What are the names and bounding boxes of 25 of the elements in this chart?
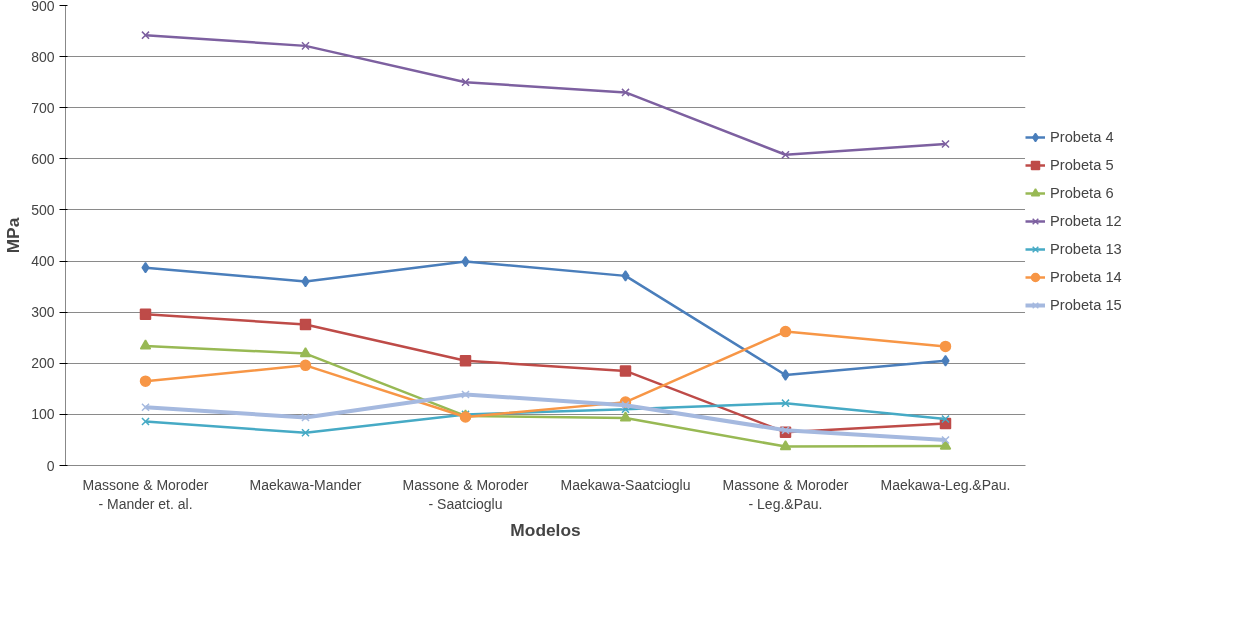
x-tick-label: Massone & Moroder - Leg.&Pau. <box>722 476 849 512</box>
legend-label: Probeta 12 <box>1050 213 1122 229</box>
x-tick-label: Massone & Moroder - Mander et. al. <box>82 476 209 512</box>
y-tick-label: 500 <box>31 201 55 218</box>
legend-label: Probeta 13 <box>1050 241 1122 257</box>
x-axis-title: Modelos <box>510 519 581 540</box>
y-tick-label: 300 <box>31 304 55 321</box>
y-tick-label: 900 <box>31 0 55 14</box>
y-tick-label: 600 <box>31 150 55 167</box>
y-tick-label: 400 <box>31 253 55 270</box>
legend-label: Probeta 6 <box>1050 185 1114 201</box>
legend-label: Probeta 4 <box>1050 129 1114 145</box>
legend-label: Probeta 14 <box>1050 269 1122 285</box>
y-tick-label: 100 <box>31 406 55 423</box>
y-tick-label: 700 <box>31 99 55 116</box>
y-tick-label: 0 <box>46 457 55 474</box>
y-tick-label: 800 <box>31 48 55 65</box>
x-tick-label: Maekawa-Saatcioglu <box>560 476 691 493</box>
y-axis-title: MPa <box>3 217 24 254</box>
legend-label: Probeta 15 <box>1050 297 1122 313</box>
x-tick-label: Massone & Moroder - Saatcioglu <box>402 476 529 512</box>
y-tick-label: 200 <box>31 355 55 372</box>
legend-label: Probeta 5 <box>1050 157 1114 173</box>
x-tick-label: Maekawa-Mander <box>249 476 362 493</box>
x-tick-label: Maekawa-Leg.&Pau. <box>880 476 1011 493</box>
